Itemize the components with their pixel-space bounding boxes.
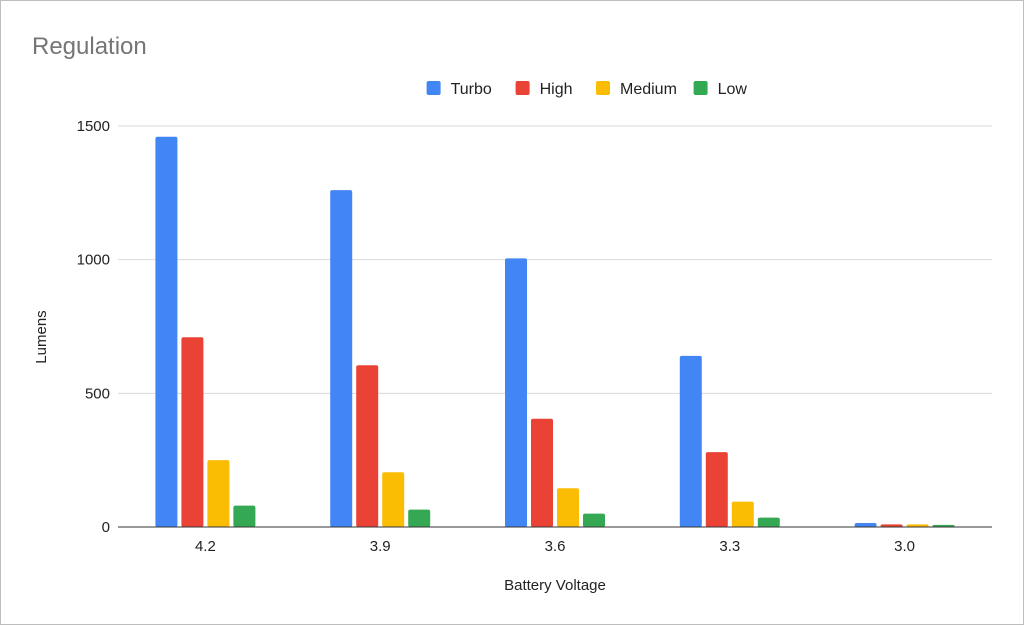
- x-tick-label: 3.6: [545, 538, 566, 555]
- bar-medium-4-2: [207, 460, 230, 527]
- legend-swatch: [693, 81, 708, 95]
- bars: [155, 136, 955, 527]
- x-axis-title: Battery Voltage: [504, 577, 606, 594]
- bar-high-4-2: [181, 337, 204, 527]
- y-axis-ticks: 0 500 1000 1500: [77, 118, 110, 536]
- chart-title: Regulation: [32, 33, 147, 60]
- legend-item-high: High: [515, 81, 573, 98]
- bar-low-3-9: [408, 509, 431, 527]
- bar-high-3-9: [356, 365, 379, 527]
- bar-medium-3-6: [557, 488, 579, 527]
- bar-turbo-3-9: [330, 190, 353, 527]
- legend-item-low: Low: [693, 81, 748, 98]
- bar-medium-3-3: [731, 501, 754, 527]
- y-tick-label: 0: [102, 519, 110, 536]
- legend-swatch: [515, 81, 530, 95]
- bar-medium-3-9: [382, 472, 405, 527]
- bar-high-3-6: [531, 418, 553, 527]
- bar-medium-3-0: [906, 524, 929, 527]
- y-tick-label: 1500: [77, 118, 110, 135]
- legend-label: High: [540, 81, 573, 98]
- bar-turbo-3-3: [679, 355, 702, 527]
- gridlines: [118, 125, 992, 394]
- y-axis-title: Lumens: [33, 310, 50, 363]
- x-tick-label: 3.3: [719, 538, 740, 555]
- x-axis-ticks: 4.2 3.9 3.6 3.3 3.0: [195, 538, 915, 555]
- legend-item-turbo: Turbo: [426, 81, 492, 98]
- bar-turbo-3-0: [854, 522, 877, 527]
- legend-item-medium: Medium: [596, 81, 677, 98]
- legend-swatch: [596, 81, 610, 95]
- bar-high-3-0: [880, 524, 903, 527]
- x-tick-label: 3.0: [894, 538, 915, 555]
- legend-swatch: [426, 81, 441, 95]
- y-tick-label: 500: [85, 385, 110, 402]
- bar-low-3-6: [583, 513, 605, 527]
- legend: Turbo High Medium Low: [426, 81, 748, 98]
- bar-high-3-3: [705, 452, 728, 527]
- bar-low-4-2: [233, 505, 256, 527]
- y-tick-label: 1000: [77, 252, 110, 269]
- bar-turbo-3-6: [505, 258, 527, 527]
- x-tick-label: 3.9: [370, 538, 391, 555]
- legend-label: Turbo: [451, 81, 492, 98]
- legend-label: Low: [718, 81, 748, 98]
- x-tick-label: 4.2: [195, 538, 216, 555]
- bar-low-3-0: [932, 524, 955, 527]
- legend-label: Medium: [620, 81, 677, 98]
- bar-low-3-3: [757, 517, 780, 527]
- bar-turbo-4-2: [155, 136, 178, 527]
